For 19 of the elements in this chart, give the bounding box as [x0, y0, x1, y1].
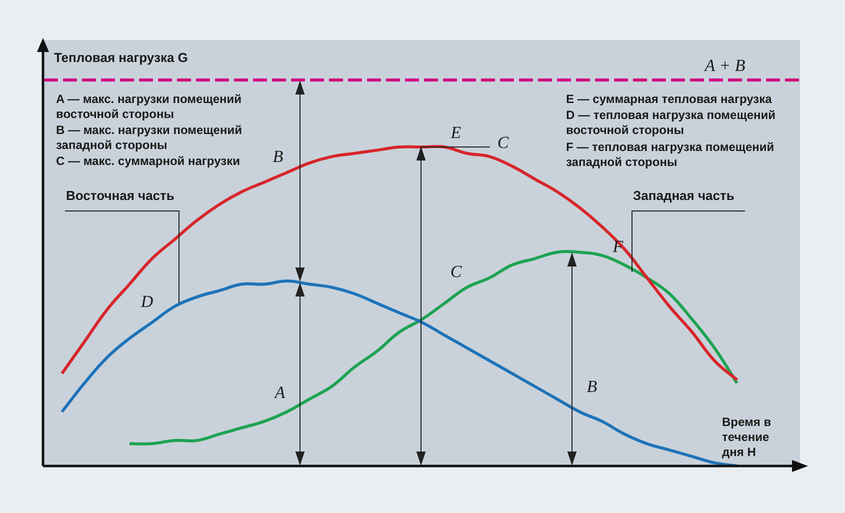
- annotation: F: [612, 237, 624, 257]
- annotation: C: [497, 133, 509, 153]
- text: E: [450, 123, 462, 143]
- annotation: B: [586, 377, 598, 397]
- annotation: C: [450, 262, 462, 282]
- annotation: C — макс. суммарной нагрузки: [56, 154, 240, 168]
- annotation: Западная часть: [633, 188, 736, 203]
- annotation: B: [272, 147, 284, 167]
- annotation: F — тепловая нагрузка помещений западной стороны: [566, 140, 776, 170]
- annotation: Восточная часть: [66, 188, 176, 203]
- ref-line-label: A + B: [704, 56, 746, 75]
- text: Тепловая нагрузка G: [54, 50, 189, 65]
- annotation: D: [140, 292, 154, 312]
- annotation: A: [274, 383, 286, 403]
- text: A — макс. нагрузки помещений восточной стороны: [56, 92, 243, 122]
- annotation: B — макс. нагрузки помещений западной стороны: [56, 123, 243, 153]
- x-axis-title: Время в течение дня H: [722, 415, 772, 460]
- text: E — суммарная тепловая нагрузка: [566, 92, 773, 107]
- text: D — тепловая нагрузка помещений восточной стороны: [566, 108, 777, 138]
